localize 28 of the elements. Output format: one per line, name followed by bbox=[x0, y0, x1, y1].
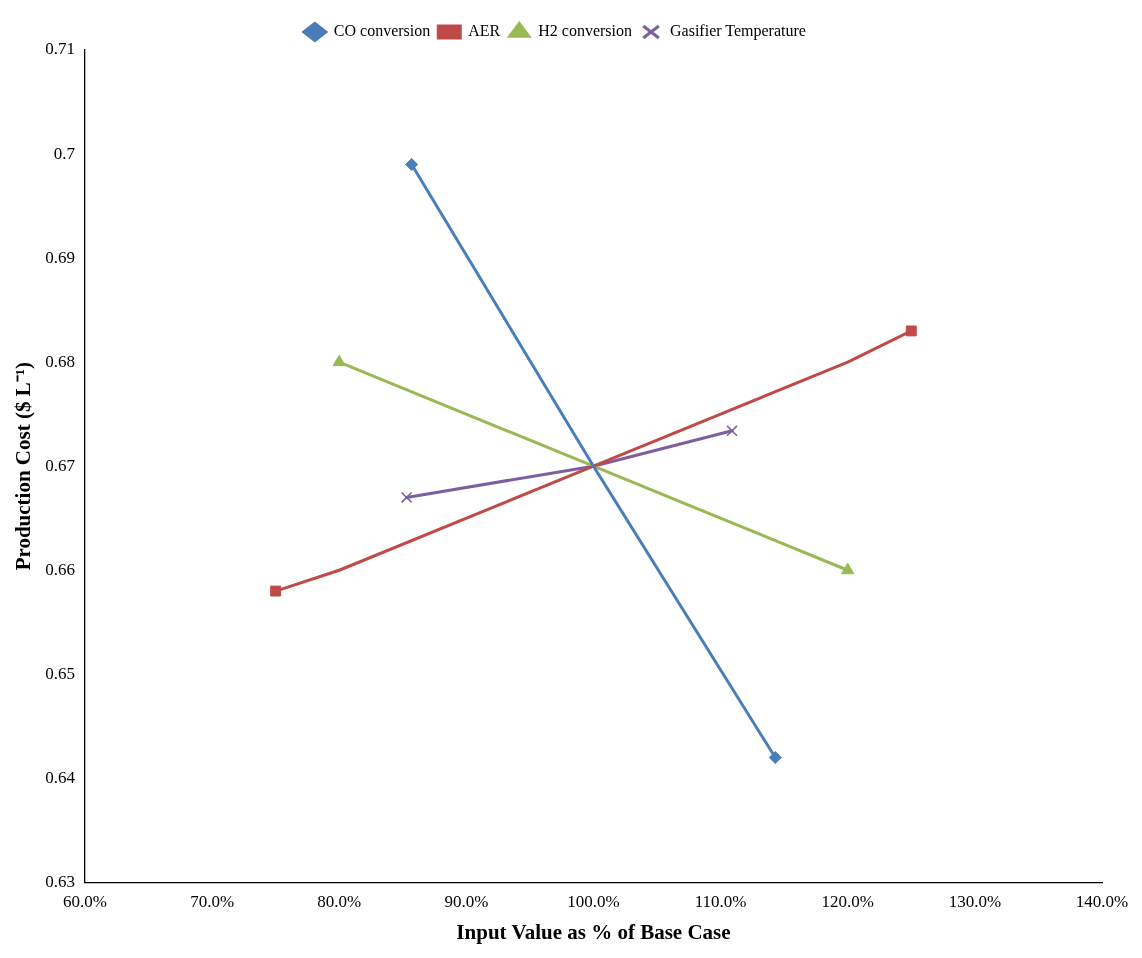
y-tick-label: 0.67 bbox=[45, 455, 76, 475]
point bbox=[400, 491, 413, 504]
legend-label: CO conversion bbox=[333, 22, 431, 40]
x-tick-label: 90.0% bbox=[444, 892, 489, 912]
x-tick-label: 130.0% bbox=[948, 892, 1002, 912]
y-tick-label: 0.68 bbox=[45, 351, 75, 371]
point bbox=[905, 325, 917, 337]
x-tick-label: 140.0% bbox=[1075, 892, 1129, 912]
y-axis-title: Production Cost ($ L⁻¹) bbox=[11, 362, 36, 571]
y-tick-label: 0.69 bbox=[45, 247, 75, 267]
y-tick-label: 0.66 bbox=[45, 559, 75, 579]
legend-label: Gasifier Temperature bbox=[670, 22, 806, 41]
x-tick-label: 120.0% bbox=[821, 892, 874, 912]
x-tick-label: 80.0% bbox=[317, 892, 362, 912]
y-tick-label: 0.65 bbox=[45, 663, 75, 683]
x-tick-label: 100.0% bbox=[567, 892, 620, 912]
point bbox=[270, 585, 282, 597]
point bbox=[726, 425, 738, 437]
x-tick-label: 110.0% bbox=[694, 892, 747, 912]
y-tick-label: 0.63 bbox=[45, 871, 75, 891]
y-tick-label: 0.64 bbox=[45, 767, 76, 787]
y-tick-label: 0.7 bbox=[53, 143, 76, 163]
x-axis-title: Input Value as % of Base Case bbox=[456, 919, 731, 944]
legend-label: AER bbox=[468, 22, 501, 40]
legend-label: H2 conversion bbox=[538, 22, 633, 40]
x-tick-label: 70.0% bbox=[190, 892, 235, 912]
x-tick-label: 60.0% bbox=[62, 892, 107, 912]
y-tick-label: 0.71 bbox=[45, 39, 75, 59]
